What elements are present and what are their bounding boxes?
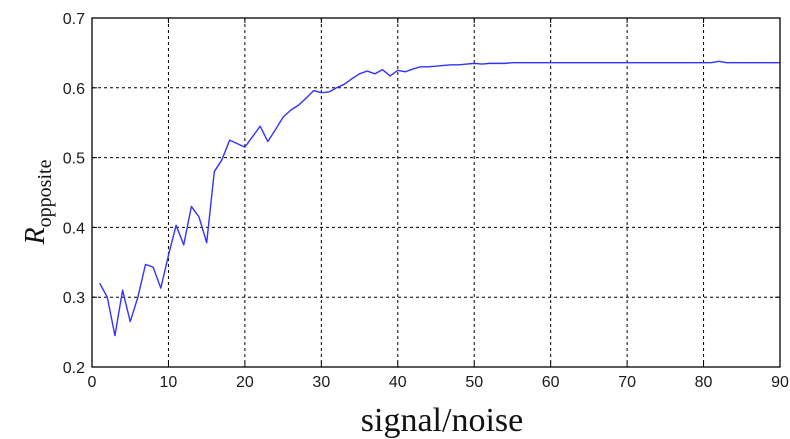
x-tick-label: 70 — [618, 374, 636, 391]
grid-layer — [92, 18, 780, 367]
plot-frame — [91, 17, 781, 368]
x-tick-label: 60 — [542, 374, 560, 391]
x-tick-label: 0 — [88, 374, 97, 391]
y-tick-label: 0.5 — [63, 151, 85, 168]
x-axis-label: signal/noise — [361, 402, 523, 439]
x-tick-label: 10 — [160, 374, 178, 391]
x-tick-label: 30 — [312, 374, 330, 391]
x-tick-label: 50 — [465, 374, 483, 391]
series-layer — [99, 60, 780, 337]
series-line — [99, 60, 780, 337]
x-tick-label: 90 — [771, 374, 789, 391]
y-tick-label: 0.2 — [63, 360, 85, 377]
y-tick-label: 0.7 — [63, 11, 85, 28]
y-tick-label: 0.4 — [63, 220, 85, 237]
x-tick-label: 80 — [695, 374, 713, 391]
x-tick-label: 20 — [236, 374, 254, 391]
y-axis-label: Ropposite — [20, 159, 56, 245]
tick-label-layer: 0 10 20 30 40 50 60 70 80 90 0.2 0.3 0.4 0.5 0.6 0.7 — [63, 11, 789, 391]
y-axis-label-subscript: opposite — [34, 159, 56, 227]
axes-layer — [91, 17, 781, 368]
y-axis-label-main: R — [20, 227, 51, 245]
x-tick-label: 40 — [389, 374, 407, 391]
y-tick-label: 0.6 — [63, 81, 85, 98]
y-tick-label: 0.3 — [63, 290, 85, 307]
